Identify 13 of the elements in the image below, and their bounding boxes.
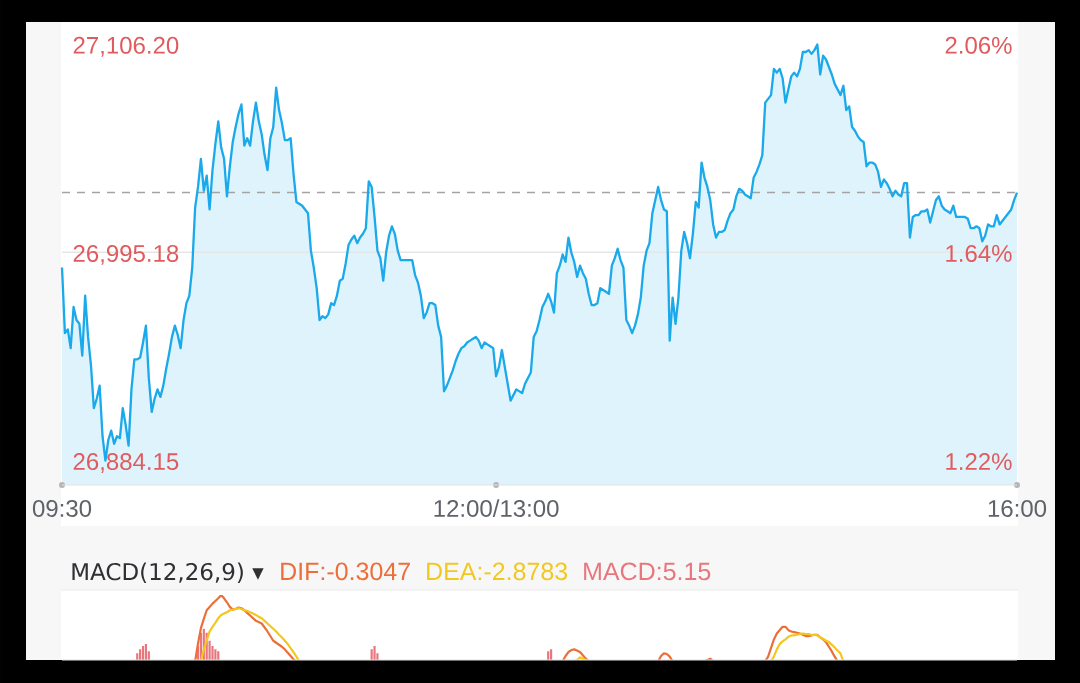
text: MACD:5.15 xyxy=(584,562,711,581)
y2-tick-label: 2.06% xyxy=(945,36,1012,54)
chart-title: MACD(12,26,9) ▾ xyxy=(72,562,264,584)
text: DEA:-2.8783 xyxy=(427,562,568,581)
y-tick-label: 26,884.15 xyxy=(73,453,179,473)
series-label: DIF:-0.3047 xyxy=(281,562,410,581)
x-tick-label: 09:30 xyxy=(32,499,92,517)
y2-tick-label: 1.22% xyxy=(946,453,1012,470)
y-tick-label: 26,995.18 xyxy=(73,244,179,265)
y2-tick-label: 1.64% xyxy=(946,244,1012,262)
y-tick-label: 27,106.20 xyxy=(73,36,179,57)
x-tick-label: 12:00/13:00 xyxy=(434,499,559,517)
x-tick-label: 16:00 xyxy=(988,499,1047,517)
